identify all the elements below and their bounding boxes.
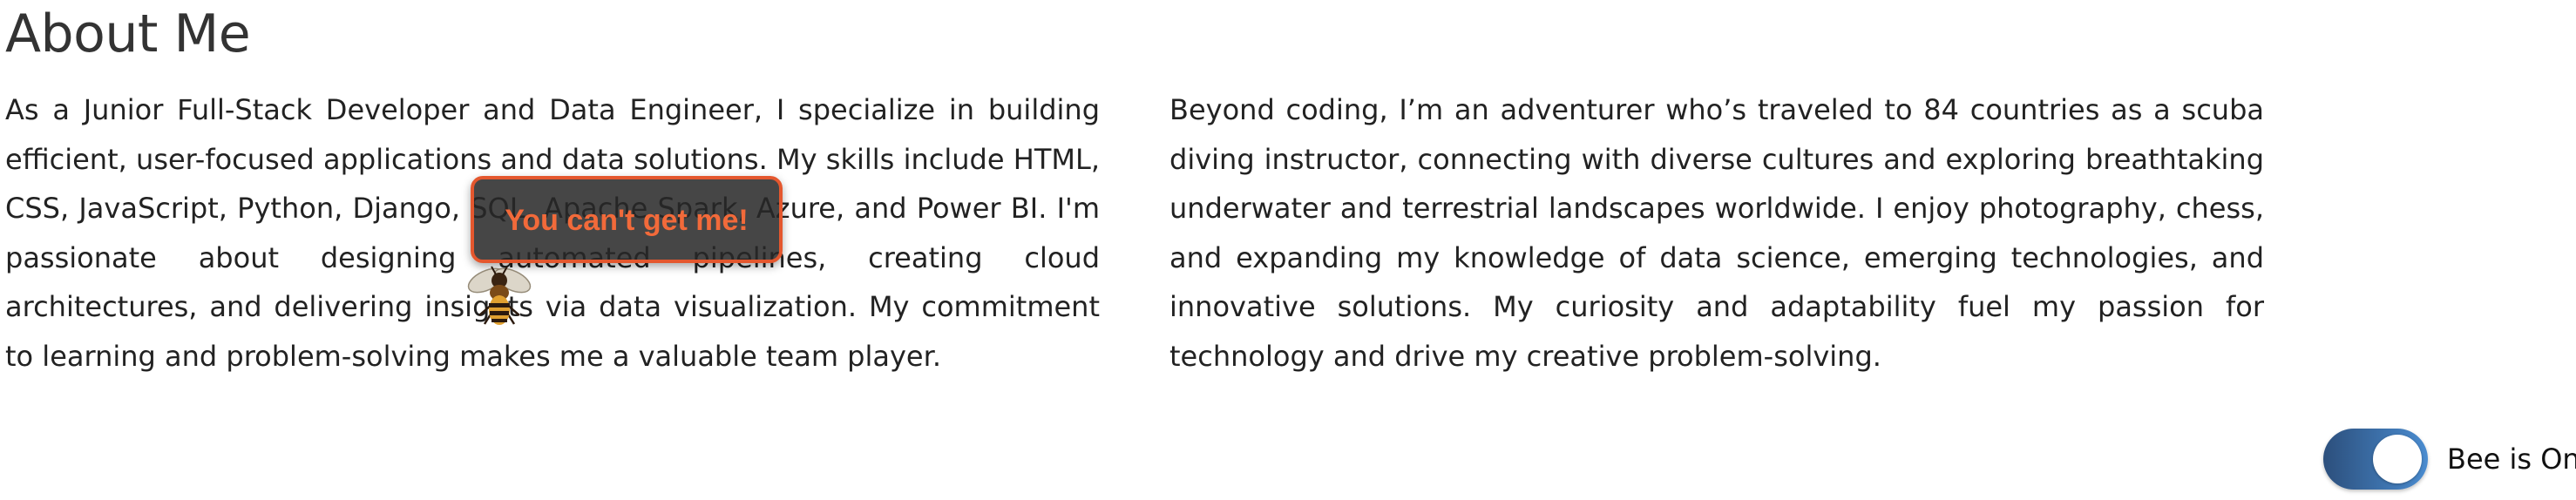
bee-tooltip-text: You can't get me! xyxy=(505,204,749,237)
bee-tooltip: You can't get me! xyxy=(471,176,783,263)
page-title: About Me xyxy=(5,3,251,64)
bee-toggle-label: Bee is On xyxy=(2447,443,2576,476)
about-paragraph-personal: Beyond coding, I’m an adventurer who’s t… xyxy=(1169,93,2264,373)
bee-icon[interactable] xyxy=(460,261,539,331)
bee-toggle-control: Bee is On xyxy=(2323,429,2576,490)
toggle-knob xyxy=(2373,435,2422,483)
bee-toggle-switch[interactable] xyxy=(2323,429,2428,490)
